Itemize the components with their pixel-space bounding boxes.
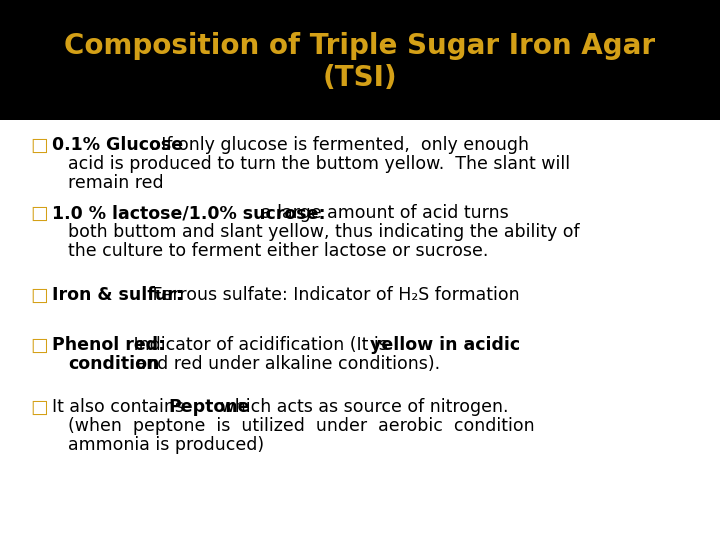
Text: and red under alkaline conditions).: and red under alkaline conditions). xyxy=(130,355,440,373)
Text: : If only glucose is fermented,  only enough: : If only glucose is fermented, only eno… xyxy=(150,136,529,154)
Text: remain red: remain red xyxy=(68,174,163,192)
Text: Ferrous sulfate: Indicator of H₂S formation: Ferrous sulfate: Indicator of H₂S format… xyxy=(147,286,520,304)
Text: 1.0 % lactose/1.0% sucrose:: 1.0 % lactose/1.0% sucrose: xyxy=(52,204,325,222)
Text: Iron & sulfur:: Iron & sulfur: xyxy=(52,286,183,304)
Text: the culture to ferment either lactose or sucrose.: the culture to ferment either lactose or… xyxy=(68,242,488,260)
Text: It also contains: It also contains xyxy=(52,398,189,416)
Text: Composition of Triple Sugar Iron Agar: Composition of Triple Sugar Iron Agar xyxy=(64,32,656,60)
Text: Indicator of acidification (It is: Indicator of acidification (It is xyxy=(128,336,393,354)
Bar xyxy=(0,0,720,120)
Text: which acts as source of nitrogen.: which acts as source of nitrogen. xyxy=(215,398,508,416)
Text: acid is produced to turn the buttom yellow.  The slant will: acid is produced to turn the buttom yell… xyxy=(68,155,570,173)
Text: □: □ xyxy=(30,286,48,305)
Text: (when  peptone  is  utilized  under  aerobic  condition: (when peptone is utilized under aerobic … xyxy=(68,417,535,435)
Text: □: □ xyxy=(30,398,48,417)
Text: □: □ xyxy=(30,136,48,155)
Text: Peptone: Peptone xyxy=(168,398,250,416)
Text: □: □ xyxy=(30,204,48,223)
Text: Phenol red:: Phenol red: xyxy=(52,336,166,354)
Text: condition: condition xyxy=(68,355,159,373)
Text: ammonia is produced): ammonia is produced) xyxy=(68,436,264,454)
Text: both buttom and slant yellow, thus indicating the ability of: both buttom and slant yellow, thus indic… xyxy=(68,223,580,241)
Text: □: □ xyxy=(30,336,48,355)
Text: (TSI): (TSI) xyxy=(323,64,397,92)
Text: 0.1% Glucose: 0.1% Glucose xyxy=(52,136,183,154)
Text: a large amount of acid turns: a large amount of acid turns xyxy=(250,204,509,222)
Text: yellow in acidic: yellow in acidic xyxy=(370,336,520,354)
